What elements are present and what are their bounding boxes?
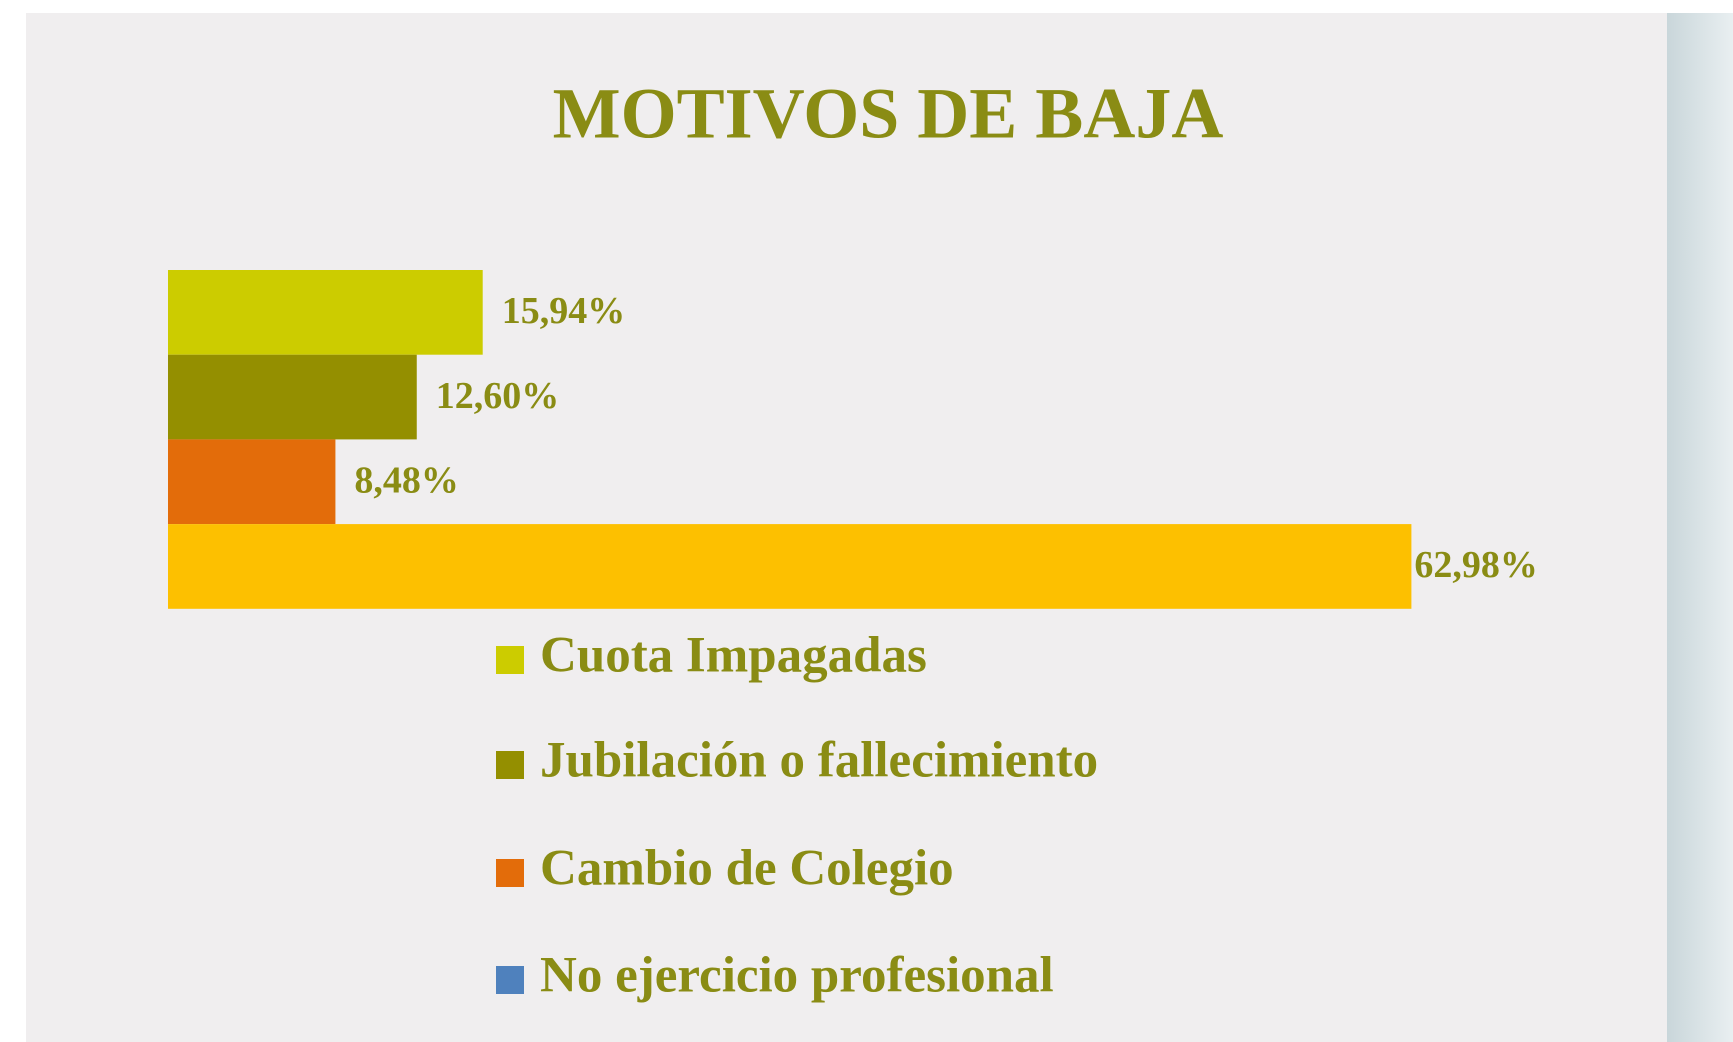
bar [168,439,336,525]
bar [168,270,483,355]
legend-swatch [496,859,524,887]
bar [168,524,1412,609]
side-strip [1667,13,1733,1042]
legend-label: Cuota Impagadas [540,628,927,684]
legend-label: Jubilación o fallecimiento [540,733,1098,789]
value-label: 12,60% [436,375,560,417]
legend-swatch [496,751,524,779]
value-label: 8,48% [354,459,459,501]
value-label: 62,98% [1414,544,1538,586]
legend-label: Cambio de Colegio [540,841,954,897]
bar [168,354,417,440]
chart-title: MOTIVOS DE BAJA [553,74,1224,154]
legend-swatch [496,646,524,674]
legend-label: No ejercicio profesional [540,948,1054,1004]
value-label: 15,94% [502,290,626,332]
legend-swatch [496,966,524,994]
